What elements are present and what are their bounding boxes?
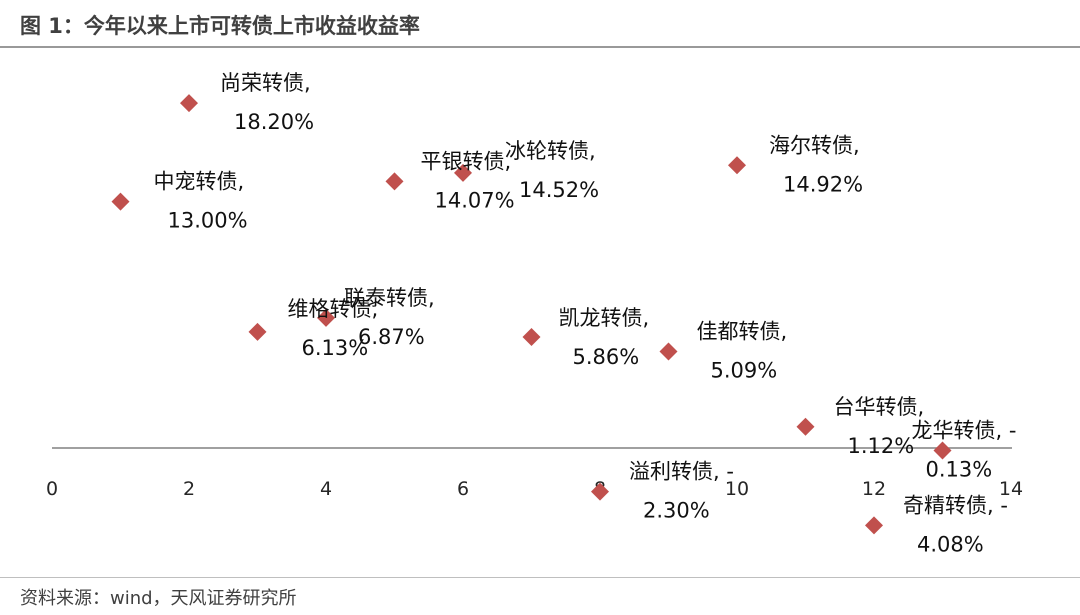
labels-layer: 中宠转债, 13.00% 尚荣转债, 18.20% 维格转债, 6.13% 联泰转债, 6.8… (154, 71, 1017, 556)
x-tick-label: 10 (725, 478, 749, 500)
point-value-label: 6.13% (302, 336, 369, 360)
data-point-marker (591, 482, 609, 501)
point-name-label: 冰轮转债, (505, 139, 596, 163)
point-name-label: 尚荣转债, (220, 71, 311, 95)
data-point-marker (180, 94, 198, 113)
x-tick-label: 12 (862, 478, 886, 500)
point-name-label: 奇精转债, - (903, 493, 1008, 517)
point-value-label: 1.12% (848, 434, 915, 458)
scatter-chart: 02468101214 中宠转债,13.00%尚荣转债,18.20%维格转债,6… (46, 71, 1023, 556)
point-name-label: 平银转债, (421, 149, 512, 173)
point-value-label: 6.87% (358, 325, 425, 349)
point-name-label: 维格转债, (288, 297, 379, 321)
data-point-marker (111, 192, 130, 211)
x-tick-label: 0 (46, 478, 58, 500)
point-name-label: 佳都转债, (697, 320, 788, 344)
source-note: 资料来源：wind，天风证券研究所 (20, 588, 297, 609)
point-name-label: 台华转债, (834, 395, 925, 419)
data-point-marker (659, 342, 678, 361)
point-name-label: 凯龙转债, (559, 306, 650, 330)
title-divider (0, 46, 1080, 48)
data-point-marker (317, 308, 335, 327)
point-name-label: 中宠转债, (154, 170, 245, 194)
x-tick-label: 4 (320, 478, 332, 500)
x-tick-label: 14 (999, 478, 1023, 500)
x-tick-label: 6 (457, 478, 469, 500)
point-name-label: 联泰转债, (344, 286, 435, 310)
point-value-label: 14.52% (519, 178, 599, 202)
point-value-label: 5.09% (711, 359, 778, 383)
point-name-label: 溢利转债, - (629, 460, 734, 484)
footer-divider (0, 577, 1080, 578)
point-value-label: 4.08% (917, 532, 984, 556)
point-value-label: 14.07% (435, 188, 515, 212)
points-layer (111, 94, 952, 535)
chart-title: 图 1：今年以来上市可转债上市收益收益率 (20, 14, 420, 38)
data-point-marker (728, 156, 746, 175)
x-tick-label: 2 (183, 478, 195, 500)
point-value-label: 13.00% (168, 209, 248, 233)
data-point-marker (385, 172, 404, 191)
data-point-marker (796, 417, 815, 436)
point-value-label: 0.13% (926, 457, 993, 481)
point-value-label: 18.20% (234, 110, 314, 134)
point-name-label: 龙华转债, - (912, 418, 1017, 442)
point-name-label: 海尔转债, (769, 133, 860, 157)
data-point-marker (933, 441, 952, 460)
point-value-label: 14.92% (783, 172, 863, 196)
point-value-label: 2.30% (643, 499, 710, 523)
data-point-marker (454, 163, 472, 182)
data-point-marker (522, 327, 541, 346)
point-value-label: 5.86% (573, 345, 640, 369)
data-point-marker (248, 322, 267, 341)
data-point-marker (865, 516, 883, 535)
